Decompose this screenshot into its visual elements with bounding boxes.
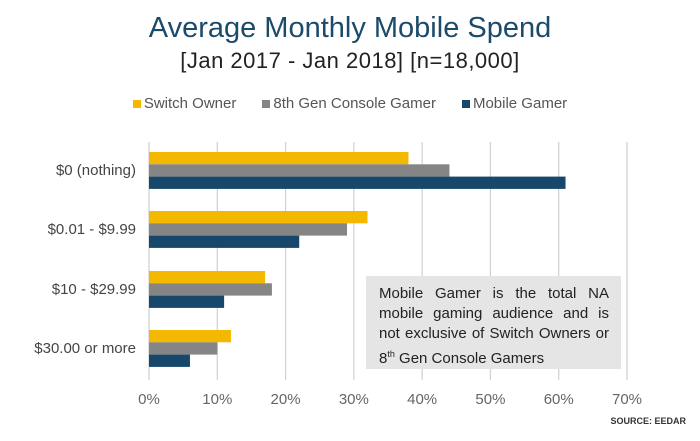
bar-8th-gen-console-gamer <box>149 283 272 296</box>
legend-label: Mobile Gamer <box>472 95 568 112</box>
x-tick-label: 0% <box>138 391 160 408</box>
bar-mobile-gamer <box>149 235 300 248</box>
legend-swatch <box>132 99 141 108</box>
legend-item-mobile-gamer: Mobile Gamer <box>461 95 568 112</box>
chart-subtitle: [Jan 2017 - Jan 2018] [n=18,000] <box>180 48 520 73</box>
legend-swatch <box>461 99 470 108</box>
category-label: $0.01 - $9.99 <box>48 221 136 238</box>
x-tick-label: 10% <box>202 391 232 408</box>
bar-mobile-gamer <box>149 295 225 308</box>
category-label: $10 - $29.99 <box>52 281 136 298</box>
x-tick-label: 50% <box>475 391 505 408</box>
bar-switch-owner <box>149 330 231 343</box>
category-label: $30.00 or more <box>34 340 136 357</box>
x-tick-label: 40% <box>407 391 437 408</box>
x-tick-label: 60% <box>544 391 574 408</box>
bar-mobile-gamer <box>149 176 566 189</box>
chart-title: Average Monthly Mobile Spend <box>148 12 552 44</box>
legend-label: Switch Owner <box>143 95 237 112</box>
bar-8th-gen-console-gamer <box>149 223 348 236</box>
x-tick-label: 20% <box>271 391 301 408</box>
legend-item-8th-gen: 8th Gen Console Gamer <box>262 95 436 112</box>
annotation-text-end: Gen Console Gamers <box>394 350 545 367</box>
annotation-text: Mobile Gamer is the total NA mobile gami… <box>379 285 609 367</box>
bar-switch-owner <box>149 211 368 224</box>
bar-8th-gen-console-gamer <box>149 342 218 355</box>
legend-swatch <box>262 99 271 108</box>
bar-switch-owner <box>149 271 266 284</box>
legend: Switch Owner 8th Gen Console Gamer Mobil… <box>0 95 700 112</box>
x-tick-label: 30% <box>339 391 369 408</box>
legend-item-switch-owner: Switch Owner <box>132 95 237 112</box>
source-label: SOURCE: EEDAR <box>610 416 686 426</box>
x-tick-label: 70% <box>612 391 642 408</box>
bar-8th-gen-console-gamer <box>149 164 450 177</box>
category-label: $0 (nothing) <box>56 162 136 179</box>
annotation-sup: th <box>387 349 395 359</box>
bar-mobile-gamer <box>149 354 190 367</box>
annotation-box: Mobile Gamer is the total NA mobile gami… <box>366 276 621 369</box>
legend-label: 8th Gen Console Gamer <box>273 95 436 112</box>
bar-switch-owner <box>149 152 409 165</box>
